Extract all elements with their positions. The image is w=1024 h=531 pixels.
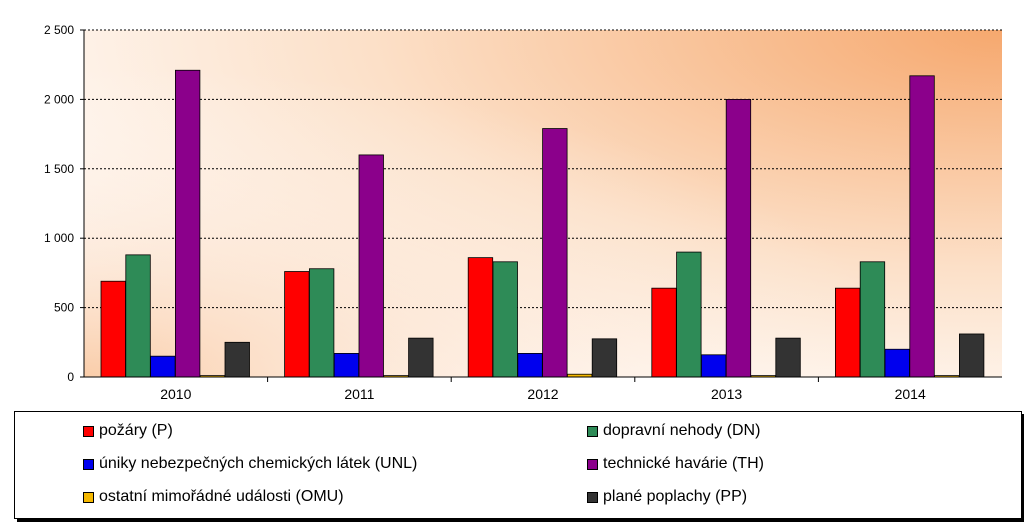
bar-2012-3 (542, 128, 568, 378)
legend: požáry (P) dopravní nehody (DN) úniky ne… (14, 411, 1022, 519)
bar-2014-5 (959, 333, 985, 378)
bar-2010-0 (100, 280, 126, 378)
legend-label-p: požáry (P) (99, 422, 173, 439)
bar-2013-1 (676, 251, 702, 378)
bar-2011-1 (308, 268, 335, 378)
legend-item-pp: plané poplachy (PP) (587, 488, 747, 506)
bar-2011-0 (284, 271, 310, 378)
bar-2013-3 (725, 99, 752, 378)
x-tick-label-2014: 2014 (895, 386, 926, 402)
bar-2014-0 (835, 287, 861, 378)
legend-item-omu: ostatní mimořádné události (OMU) (83, 488, 344, 506)
bar-2010-3 (174, 69, 201, 378)
y-tick-label: 2 000 (44, 92, 74, 106)
y-tick-label: 0 (67, 370, 74, 384)
y-tick-label: 2 500 (44, 23, 74, 37)
bar-2011-5 (408, 337, 434, 378)
bar-2014-3 (909, 75, 935, 378)
legend-label-omu: ostatní mimořádné události (OMU) (99, 488, 344, 505)
legend-swatch-th (587, 458, 598, 470)
bar-2010-1 (125, 254, 151, 378)
bar-2010-5 (224, 341, 250, 378)
bar-2010-2 (150, 355, 176, 378)
bar-2012-5 (591, 338, 618, 378)
bar-2011-3 (358, 154, 384, 378)
legend-label-pp: plané poplachy (PP) (603, 488, 748, 505)
bar-2012-1 (492, 261, 518, 378)
x-tick-label-2012: 2012 (527, 386, 558, 402)
y-tick-label: 500 (54, 301, 74, 315)
legend-label-dn: dopravní nehody (DN) (603, 422, 761, 439)
legend-item-dn: dopravní nehody (DN) (587, 422, 760, 440)
bar-2012-2 (517, 353, 543, 378)
legend-swatch-dn (587, 425, 598, 437)
bar-2013-5 (775, 337, 801, 378)
chart-plot: 0 500 1 000 1 500 2 000 2 500 2010 2011 2012 2013… (44, 23, 1002, 402)
y-tick-label: 1 500 (44, 162, 74, 176)
legend-label-unl: úniky nebezpečných chemických látek (UNL… (99, 455, 418, 472)
bar-2011-2 (333, 353, 360, 378)
bar-2014-2 (884, 348, 910, 378)
x-tick-label-2013: 2013 (711, 386, 742, 402)
legend-swatch-omu (83, 491, 94, 503)
bar-2013-2 (701, 354, 727, 378)
legend-item-unl: úniky nebezpečných chemických látek (UNL… (83, 455, 417, 473)
bar-2013-0 (651, 287, 677, 378)
legend-label-th: technické havárie (TH) (603, 455, 764, 472)
legend-item-p: požáry (P) (83, 422, 173, 440)
bar-2012-0 (467, 257, 494, 378)
legend-swatch-unl (83, 458, 94, 470)
legend-swatch-pp (587, 491, 598, 503)
x-tick-label-2011: 2011 (344, 386, 374, 402)
legend-item-th: technické havárie (TH) (587, 455, 764, 473)
legend-swatch-p (83, 425, 94, 437)
bar-2014-1 (859, 261, 886, 378)
x-tick-label-2010: 2010 (160, 386, 191, 402)
y-tick-label: 1 000 (44, 231, 74, 245)
